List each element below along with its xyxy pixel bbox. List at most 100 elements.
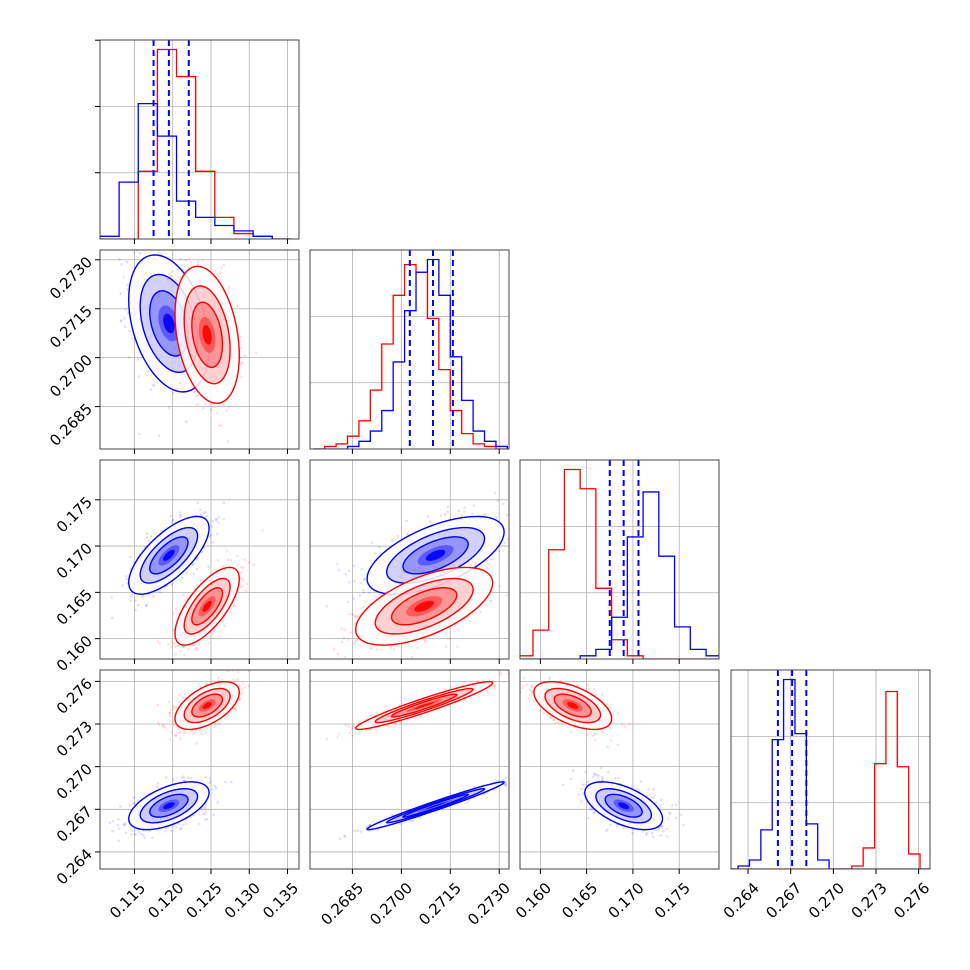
scatter-point	[504, 776, 508, 780]
scatter-point	[159, 667, 162, 670]
scatter-point	[611, 713, 615, 717]
scatter-point	[178, 693, 181, 697]
scatter-point	[476, 680, 480, 683]
scatter-point	[542, 711, 546, 715]
y-tick-label: 0.267	[53, 803, 96, 846]
scatter-point	[241, 361, 244, 364]
scatter-point	[167, 642, 170, 646]
scatter-point	[118, 257, 121, 261]
scatter-point	[261, 529, 264, 532]
scatter-point	[130, 594, 133, 598]
scatter-point	[482, 678, 485, 682]
scatter-point	[157, 295, 161, 298]
scatter-point	[336, 652, 340, 656]
scatter-point	[650, 831, 654, 835]
scatter-point	[601, 730, 604, 734]
scatter-point	[168, 719, 172, 722]
scatter-point	[198, 822, 201, 826]
scatter-point	[217, 424, 221, 427]
scatter-point	[122, 275, 125, 279]
scatter-point	[189, 730, 193, 733]
scatter-point	[592, 775, 595, 779]
scatter-point	[362, 577, 366, 581]
scatter-point	[552, 718, 556, 721]
scatter-point	[548, 676, 552, 680]
scatter-point	[168, 339, 171, 343]
scatter-point	[651, 835, 655, 839]
scatter-point	[208, 776, 212, 780]
scatter-point	[666, 835, 669, 838]
scatter-point	[226, 712, 230, 716]
scatter-point	[156, 367, 160, 371]
scatter-point	[216, 521, 220, 524]
scatter-point	[525, 683, 529, 686]
scatter-point	[527, 670, 530, 673]
scatter-point	[352, 579, 356, 583]
scatter-point	[170, 521, 174, 524]
scatter-point	[241, 687, 245, 691]
scatter-point	[559, 679, 563, 683]
scatter-point	[177, 822, 181, 826]
scatter-point	[647, 788, 651, 791]
scatter-point	[514, 700, 517, 703]
contour-line	[402, 536, 469, 575]
scatter-point	[599, 766, 603, 770]
scatter-point	[232, 707, 236, 710]
scatter-point	[654, 801, 658, 805]
scatter-point	[347, 581, 351, 584]
scatter-point	[178, 827, 182, 831]
contour-line	[385, 787, 486, 824]
panel-3-3	[731, 670, 930, 869]
scatter-point	[569, 731, 573, 734]
scatter-point	[175, 705, 179, 709]
scatter-point	[119, 805, 122, 808]
scatter-point	[652, 788, 655, 791]
histogram-red-2	[520, 468, 719, 659]
scatter-point	[226, 670, 229, 673]
scatter-point	[170, 640, 173, 643]
scatter-point	[208, 535, 212, 539]
scatter-point	[231, 243, 234, 246]
scatter-point	[145, 604, 148, 607]
scatter-point	[248, 561, 251, 564]
y-tick-label: 0.2730	[46, 253, 96, 303]
scatter-point	[521, 775, 524, 778]
scatter-point	[207, 636, 210, 639]
y-tick-label: 0.2700	[46, 351, 96, 401]
scatter-point	[194, 395, 198, 399]
scatter-point	[338, 837, 342, 841]
scatter-point	[368, 646, 372, 650]
x-tick-label: 0.115	[106, 879, 149, 922]
scatter-point	[468, 620, 471, 623]
contour-line	[553, 693, 592, 718]
scatter-point	[223, 624, 226, 628]
scatter-point	[530, 684, 533, 687]
scatter-point	[239, 335, 243, 339]
scatter-point	[199, 513, 203, 517]
scatter-point	[174, 733, 177, 737]
scatter-point	[241, 584, 245, 588]
scatter-point	[134, 599, 137, 602]
scatter-point	[444, 631, 448, 635]
scatter-point	[628, 722, 631, 726]
histogram-blue-0	[100, 102, 292, 239]
scatter-point	[195, 742, 198, 745]
contour-line	[390, 693, 458, 718]
scatter-point	[164, 776, 168, 779]
scatter-point	[191, 563, 195, 567]
panel-frame	[309, 249, 510, 450]
scatter-point	[513, 520, 516, 523]
scatter-point	[616, 776, 620, 780]
scatter-point	[133, 832, 137, 836]
scatter-point	[165, 314, 169, 318]
scatter-point	[241, 691, 244, 695]
scatter-point	[126, 283, 130, 287]
scatter-point	[504, 782, 508, 786]
scatter-point	[613, 776, 617, 780]
scatter-point	[652, 796, 655, 799]
scatter-point	[593, 732, 597, 736]
scatter-point	[170, 270, 174, 273]
scatter-point	[485, 559, 489, 563]
scatter-point	[584, 770, 587, 774]
panel-frame	[99, 39, 300, 240]
